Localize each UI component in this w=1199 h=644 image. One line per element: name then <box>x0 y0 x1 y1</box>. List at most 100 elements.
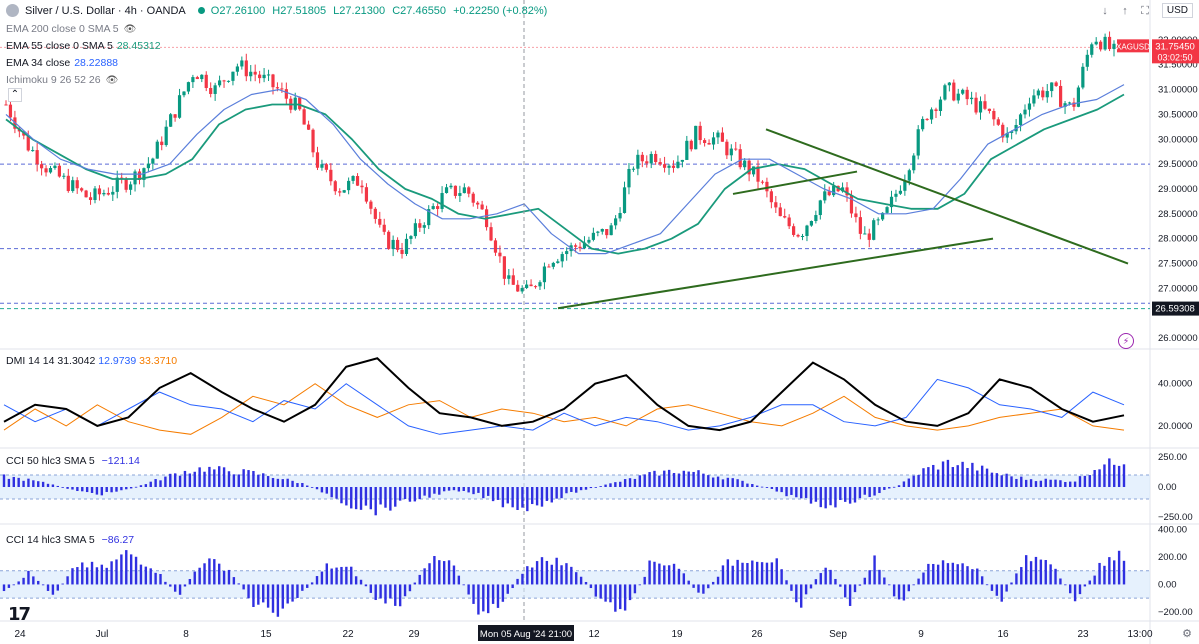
flash-alert-icon[interactable]: ⚡︎ <box>1118 333 1134 349</box>
candle-body <box>315 152 320 168</box>
cci50-legend[interactable]: CCI 50 hlc3 SMA 5 −121.14 <box>6 455 140 467</box>
collapse-legend-icon[interactable]: ⌃ <box>8 88 22 102</box>
indicator-ema200[interactable]: EMA 200 close 0 SMA 5 👁︎ <box>6 23 136 35</box>
cci50-bar <box>408 487 412 502</box>
candle-body <box>956 93 960 101</box>
eye-hidden-icon[interactable]: 👁︎ <box>105 75 119 86</box>
candle-body <box>355 176 360 186</box>
cci14-bar <box>692 584 695 588</box>
cci50-bar <box>1054 479 1057 487</box>
cci14-bar <box>858 584 862 586</box>
cci14-bar <box>839 584 842 587</box>
countdown-badge-text: 03:02:50 <box>1157 52 1192 62</box>
indicator-ema55[interactable]: EMA 55 close 0 SMA 5 28.45312 <box>6 40 161 52</box>
cci14-bar <box>428 563 431 585</box>
cci50-bar <box>232 474 236 487</box>
candle-body <box>128 184 133 190</box>
cci14-bar <box>22 577 25 585</box>
cci14-bar <box>565 563 568 585</box>
cci14-legend[interactable]: CCI 14 hlc3 SMA 5 −86.27 <box>6 534 134 546</box>
cci14-bar <box>844 584 847 598</box>
indicator-ema34-value: 28.22888 <box>74 57 118 69</box>
maximize-icon[interactable]: ⛶ <box>1141 5 1149 17</box>
cci14-bar <box>501 584 505 602</box>
candle-body <box>814 215 818 222</box>
cci50-bar <box>775 487 778 492</box>
cci50-bar <box>95 487 99 495</box>
cci50-bar <box>540 487 544 507</box>
candle-body <box>222 80 226 82</box>
symbol-title[interactable]: Silver / U.S. Dollar · 4h · OANDA <box>25 4 186 17</box>
candle-body <box>796 234 800 237</box>
cci50-bar <box>462 487 465 492</box>
cci50-bar <box>653 470 656 487</box>
cci14-bar <box>614 584 617 612</box>
cci50-bar <box>545 487 549 501</box>
cci14-bar <box>516 578 519 585</box>
candle-body <box>703 140 707 144</box>
candle-body <box>573 245 578 247</box>
cci14-bar <box>486 584 490 614</box>
candle-body <box>502 256 506 279</box>
cci50-bar <box>438 487 441 495</box>
cci50-bar <box>941 461 945 487</box>
cci50-bar <box>276 478 280 487</box>
candle-body <box>996 119 1000 125</box>
arrow-up-icon[interactable]: ↑ <box>1122 5 1128 17</box>
cci50-bar <box>213 469 216 487</box>
cci14-bar <box>1054 568 1057 585</box>
cci50-bar <box>457 487 461 492</box>
dmi-plus-value: 12.9739 <box>98 355 137 367</box>
cci50-bar <box>985 468 989 487</box>
cci50-bar <box>1044 478 1047 487</box>
candle-body <box>894 193 898 197</box>
candle-body <box>262 74 266 79</box>
cci14-bar <box>247 584 250 599</box>
candle-body <box>720 132 725 142</box>
cci50-bar <box>41 481 45 487</box>
arrow-down-icon[interactable]: ↓ <box>1102 5 1108 17</box>
candle-body <box>1036 90 1040 96</box>
cci50-bar <box>1015 478 1018 487</box>
candle-body <box>614 218 618 226</box>
settings-gear-icon[interactable]: ⚙︎ <box>1182 628 1192 640</box>
cci50-bar <box>1122 464 1126 487</box>
indicator-ichimoku[interactable]: Ichimoku 9 26 52 26 👁︎ <box>6 74 118 86</box>
cci50-bar <box>575 487 578 493</box>
dmi-legend[interactable]: DMI 14 14 31.3042 12.9739 33.3710 <box>6 355 177 367</box>
time-axis-label: 22 <box>342 629 354 640</box>
cci50-bar <box>203 471 206 487</box>
eye-hidden-icon[interactable]: 👁︎ <box>123 24 137 35</box>
cci50-bar <box>790 487 793 495</box>
candle-body <box>765 181 769 192</box>
cci14-bar <box>457 575 461 585</box>
cci14-bar <box>7 584 11 588</box>
cci50-bar <box>980 465 984 487</box>
candle-body <box>725 141 729 156</box>
cci14-bar <box>491 584 495 604</box>
cci14-bar <box>888 584 891 586</box>
cci14-tick-label: 0.00 <box>1158 579 1177 590</box>
cci50-tick-label: 0.00 <box>1158 482 1177 493</box>
cci14-bar <box>687 580 690 585</box>
cci50-bar <box>526 487 529 512</box>
cci14-bar <box>941 560 945 585</box>
cci50-bar <box>584 487 588 490</box>
symbol-badge-text: XAGUSD <box>1116 42 1150 51</box>
cci14-bar <box>658 563 661 585</box>
cci14-bar <box>276 584 280 617</box>
cci50-bar <box>1010 476 1013 487</box>
tradingview-logo-icon[interactable]: 17 <box>8 604 31 625</box>
currency-selector[interactable]: USD <box>1161 3 1193 18</box>
cci14-bar <box>1039 559 1043 585</box>
candle-body <box>565 251 569 255</box>
cci14-bar <box>765 562 769 585</box>
candle-body <box>1041 90 1045 98</box>
cci50-bar <box>780 487 783 493</box>
cci50-bar <box>394 487 397 507</box>
cci50-bar <box>697 470 700 487</box>
indicator-ema34[interactable]: EMA 34 close 28.22888 <box>6 57 118 69</box>
cci50-bar <box>995 473 999 487</box>
candle-body <box>618 213 622 219</box>
